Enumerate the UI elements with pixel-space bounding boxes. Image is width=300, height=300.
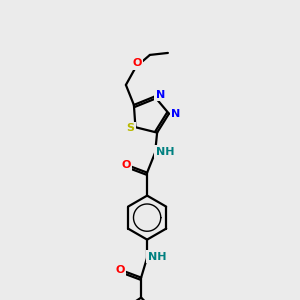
Text: S: S [126, 123, 134, 133]
Text: NH: NH [148, 252, 167, 262]
Text: O: O [132, 58, 142, 68]
Text: N: N [171, 109, 181, 119]
Text: N: N [156, 90, 165, 100]
Text: O: O [116, 265, 125, 275]
Text: NH: NH [156, 147, 174, 157]
Text: O: O [122, 160, 131, 170]
